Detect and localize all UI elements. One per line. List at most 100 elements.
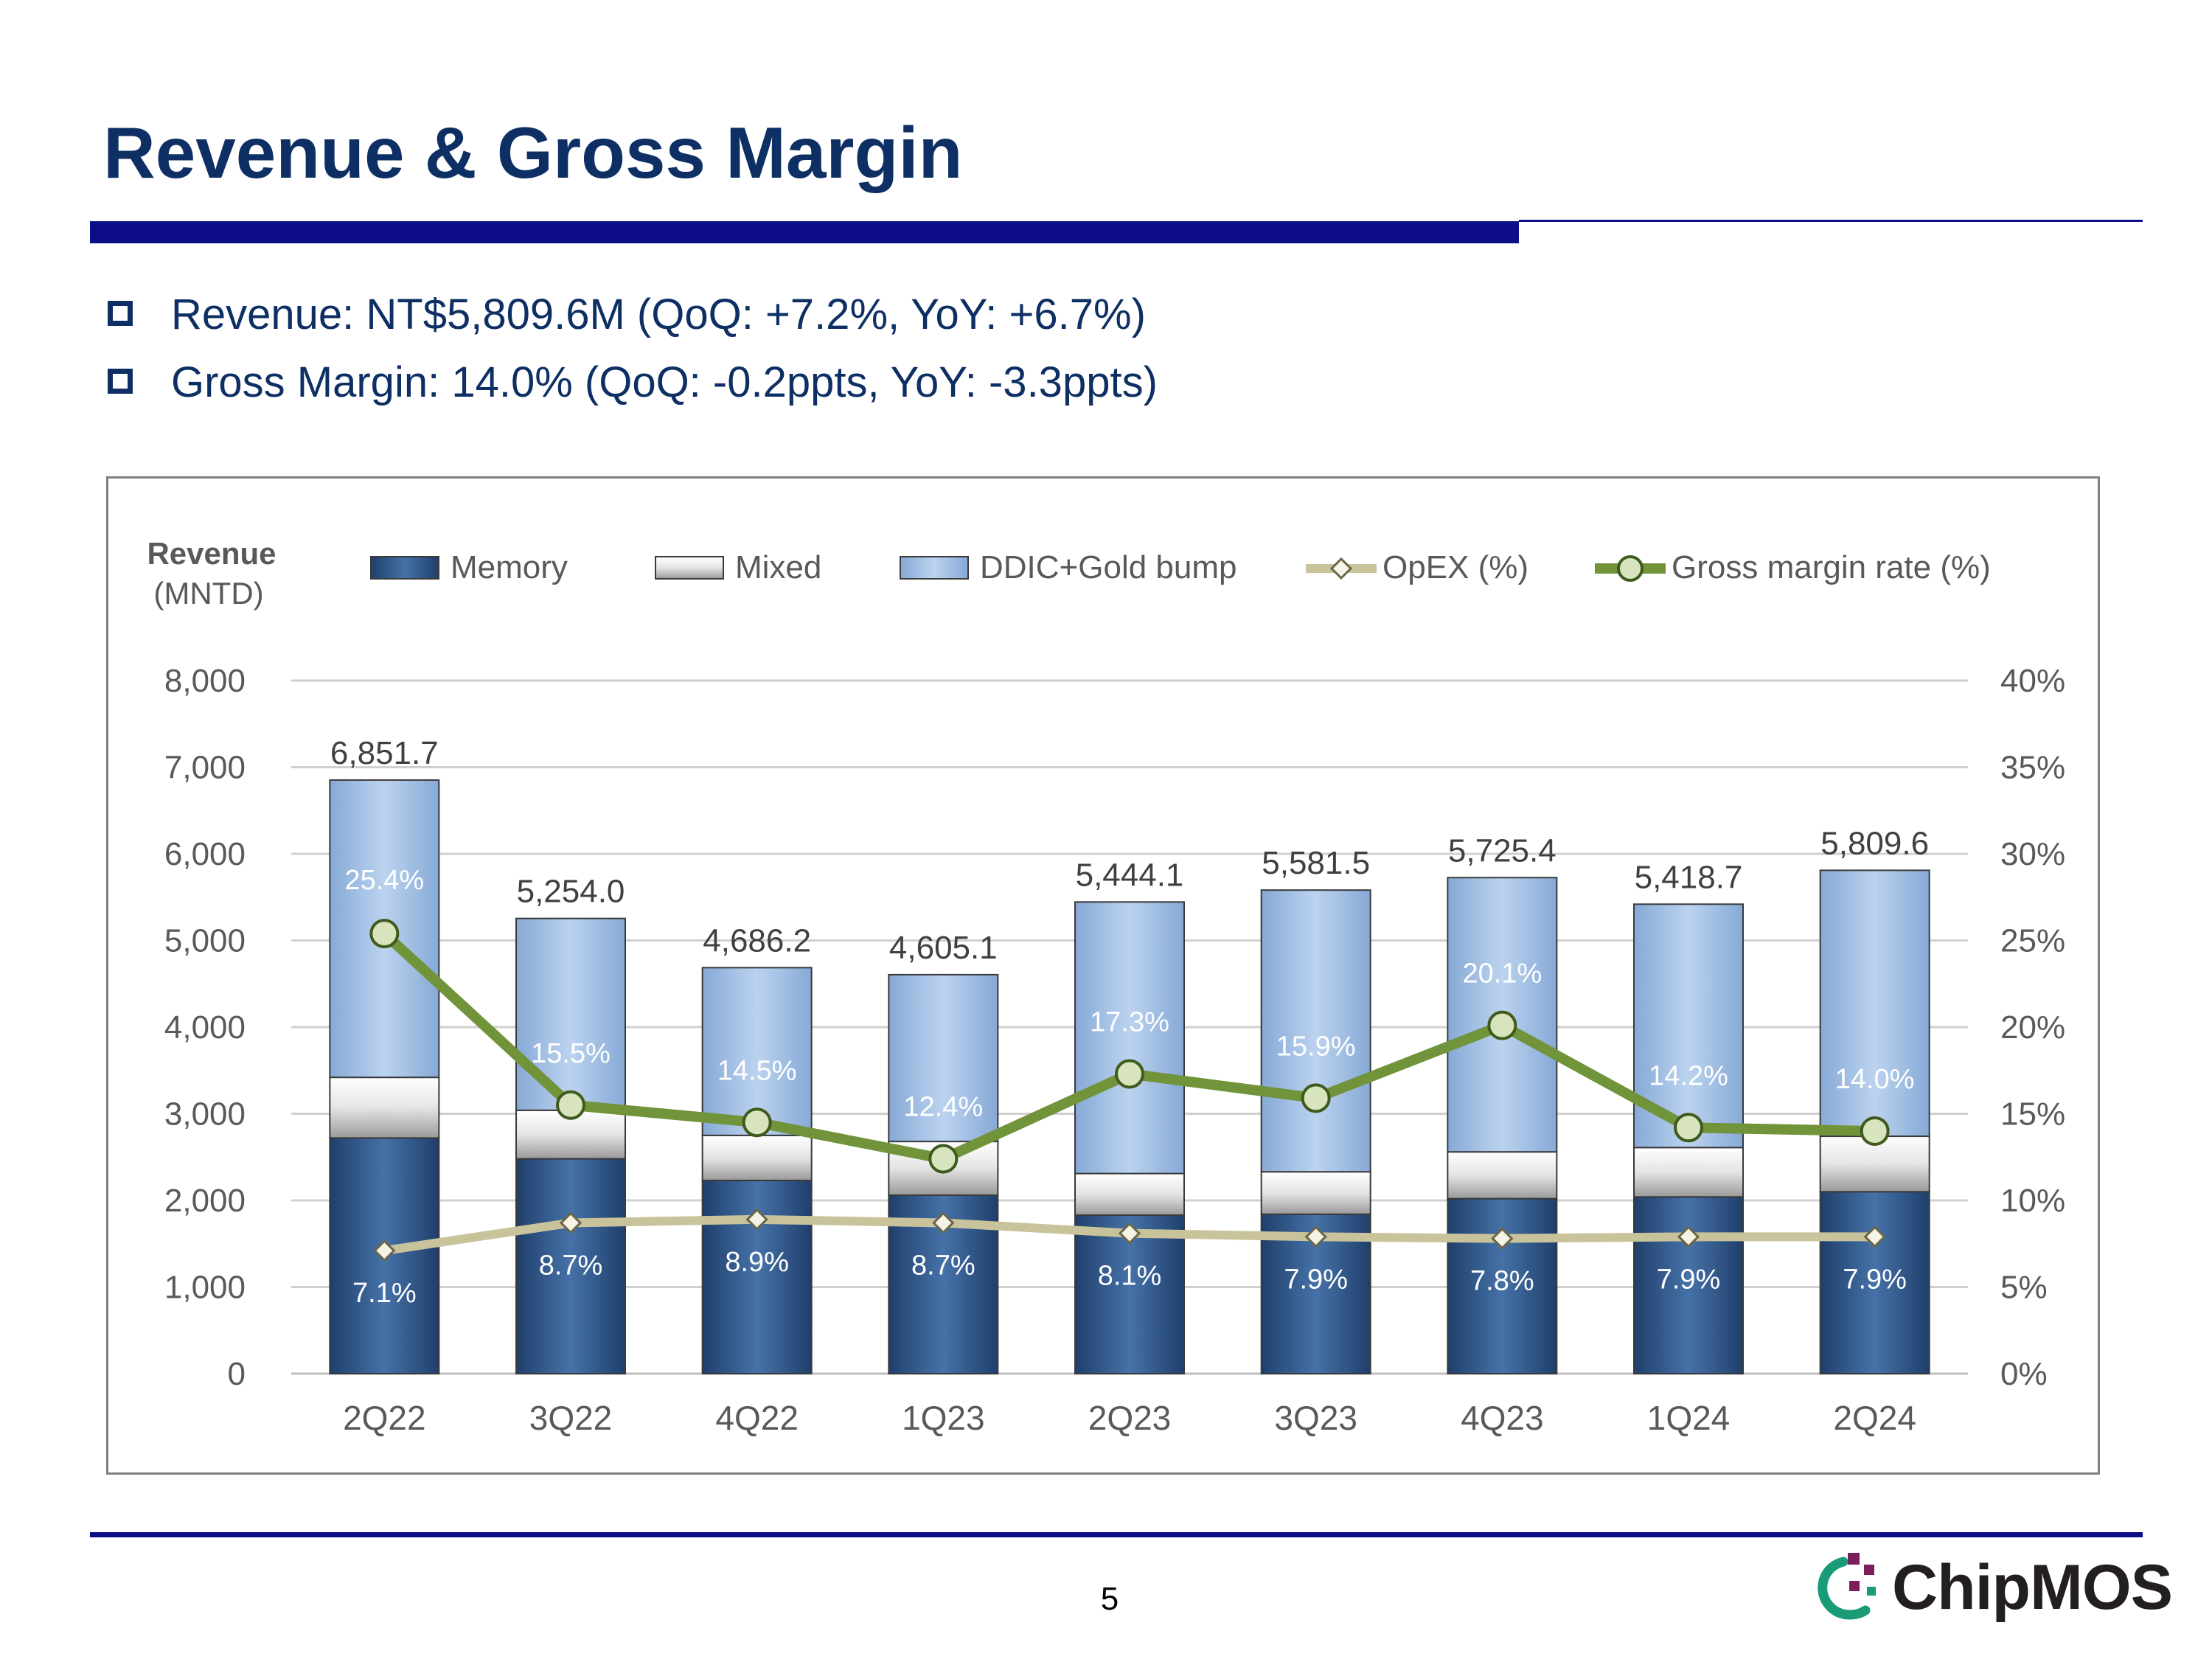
legend-memory: Memory <box>451 549 568 585</box>
bar-mixed <box>1074 1172 1185 1216</box>
opex-label: 7.8% <box>1470 1266 1534 1297</box>
x-tick-label: 2Q23 <box>1088 1399 1172 1437</box>
bullet-gross-margin: Gross Margin: 14.0% (QoQ: -0.2ppts, YoY:… <box>108 361 1158 404</box>
gross-margin-label: 14.5% <box>717 1055 797 1086</box>
x-tick-label: 3Q22 <box>529 1399 613 1437</box>
bar-ddic-gold-bump <box>515 917 626 1111</box>
x-tick-label: 1Q24 <box>1647 1399 1731 1437</box>
y-axis-title: Revenue <box>147 536 276 571</box>
opex-point <box>1491 1227 1514 1250</box>
opex-label: 7.9% <box>1657 1264 1721 1295</box>
bar-mixed <box>1633 1147 1744 1198</box>
opex-label: 8.1% <box>1098 1261 1162 1292</box>
x-tick-label: 3Q23 <box>1274 1399 1357 1437</box>
bar-total-label: 5,809.6 <box>1820 825 1929 861</box>
opex-label: 7.1% <box>352 1278 417 1309</box>
bar-memory <box>1819 1191 1930 1374</box>
x-tick-label: 4Q22 <box>715 1399 799 1437</box>
bar-total-label: 5,254.0 <box>517 874 625 910</box>
gross-margin-point <box>1115 1059 1144 1089</box>
bullet-revenue: Revenue: NT$5,809.6M (QoQ: +7.2%, YoY: +… <box>108 293 1146 336</box>
y-axis-unit: (MNTD) <box>153 576 263 611</box>
y2-tick-label: 35% <box>2000 750 2065 786</box>
opex-point <box>1118 1222 1141 1245</box>
chipmos-logo-icon <box>1818 1553 1876 1620</box>
legend-gross-margin-rate-marker <box>1617 555 1644 582</box>
chart-frame: 0 1,000 2,000 3,000 4,000 5,000 6,000 7,000 8,00… <box>106 476 2100 1475</box>
opex-label: 8.7% <box>539 1251 603 1281</box>
gross-margin-label: 20.1% <box>1462 959 1542 990</box>
x-tick-label: 4Q23 <box>1461 1399 1544 1437</box>
opex-label: 8.7% <box>911 1251 975 1281</box>
bar-total-label: 5,444.1 <box>1076 857 1184 893</box>
page-number: 5 <box>1100 1581 1119 1617</box>
y2-tick-label: 10% <box>2000 1183 2065 1219</box>
y-tick-label: 3,000 <box>164 1096 246 1133</box>
title-underline <box>90 221 1519 243</box>
footer-rule <box>90 1532 2143 1537</box>
x-tick-label: 1Q23 <box>902 1399 985 1437</box>
y2-tick-label: 15% <box>2000 1096 2065 1133</box>
bar-total-label: 4,605.1 <box>889 930 998 966</box>
bar-mixed <box>1260 1171 1371 1215</box>
gross-margin-point <box>1301 1083 1331 1113</box>
opex-point <box>1863 1225 1886 1248</box>
gross-margin-label: 25.4% <box>344 865 424 896</box>
bar-ddic-gold-bump <box>888 973 999 1143</box>
gross-margin-point <box>369 919 400 949</box>
bar-ddic-gold-bump <box>1819 869 1930 1138</box>
y2-tick-label: 5% <box>2000 1270 2048 1306</box>
bullet-text: Revenue: NT$5,809.6M (QoQ: +7.2%, YoY: +… <box>171 291 1146 338</box>
opex-point <box>745 1208 768 1231</box>
bar-total-label: 5,418.7 <box>1635 859 1743 895</box>
gross-margin-label: 15.9% <box>1276 1031 1356 1062</box>
x-tick-label: 2Q24 <box>1833 1399 1916 1437</box>
bar-mixed <box>1447 1151 1558 1200</box>
opex-label: 7.9% <box>1284 1264 1348 1295</box>
legend-mixed: Mixed <box>735 549 821 585</box>
gross-margin-point <box>1674 1113 1703 1143</box>
gross-margin-label: 15.5% <box>531 1038 611 1069</box>
bar-total-label: 5,581.5 <box>1262 845 1370 881</box>
gross-margin-point <box>556 1090 585 1120</box>
y-tick-label: 7,000 <box>164 750 246 786</box>
bullet-text: Gross Margin: 14.0% (QoQ: -0.2ppts, YoY:… <box>171 358 1158 406</box>
bar-mixed <box>701 1134 813 1181</box>
opex-label: 7.9% <box>1843 1264 1907 1295</box>
gross-margin-point <box>742 1107 772 1138</box>
legend-ddic-gold-bump-swatch <box>900 556 969 580</box>
gross-margin-label: 14.2% <box>1649 1060 1728 1091</box>
opex-label: 8.9% <box>725 1247 789 1278</box>
legend-memory-swatch <box>370 556 439 580</box>
y-tick-label: 8,000 <box>164 663 246 699</box>
legend-ddic-gold-bump: DDIC+Gold bump <box>980 549 1237 585</box>
gross-margin-label: 17.3% <box>1090 1006 1169 1037</box>
y-tick-label: 6,000 <box>164 836 246 872</box>
gross-margin-label: 12.4% <box>903 1092 983 1123</box>
opex-point <box>1677 1225 1700 1248</box>
page-title: Revenue & Gross Margin <box>103 112 963 193</box>
y-tick-label: 5,000 <box>164 923 246 959</box>
gross-margin-label: 14.0% <box>1835 1064 1915 1095</box>
y2-tick-label: 0% <box>2000 1356 2048 1392</box>
bullet-square-icon <box>108 301 133 326</box>
legend-mixed-swatch <box>655 556 724 580</box>
bar-ddic-gold-bump <box>1260 889 1371 1173</box>
y2-tick-label: 30% <box>2000 836 2065 872</box>
bar-total-label: 6,851.7 <box>330 735 439 771</box>
y-tick-label: 4,000 <box>164 1009 246 1046</box>
y-tick-label: 0 <box>228 1356 246 1392</box>
y-tick-label: 1,000 <box>164 1270 246 1306</box>
revenue-gross-margin-chart: 0 1,000 2,000 3,000 4,000 5,000 6,000 7,000 8,00… <box>147 536 2065 1437</box>
legend-opex: OpEX (%) <box>1382 549 1528 585</box>
opex-point <box>373 1239 396 1262</box>
gross-margin-point <box>928 1144 959 1174</box>
opex-point <box>559 1211 582 1234</box>
legend-gross-margin-rate: Gross margin rate (%) <box>1672 549 1991 585</box>
y2-tick-label: 40% <box>2000 663 2065 699</box>
title-underline-thin <box>1519 220 2143 222</box>
gross-margin-point <box>1487 1010 1517 1040</box>
x-tick-label: 2Q22 <box>343 1399 426 1437</box>
bar-memory <box>329 1137 440 1375</box>
y2-tick-label: 25% <box>2000 923 2065 959</box>
